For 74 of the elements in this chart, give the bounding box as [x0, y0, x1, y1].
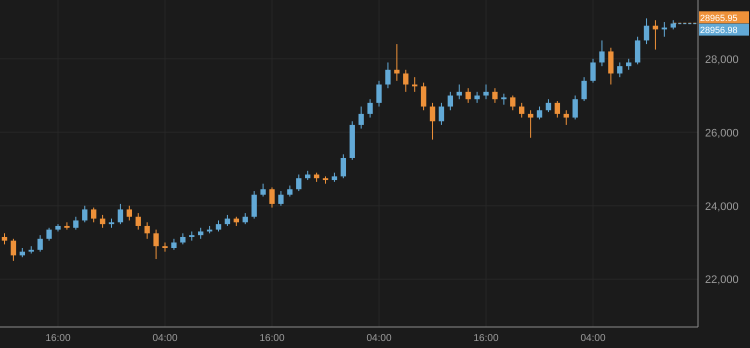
- candlestick: [626, 58, 632, 70]
- candlestick: [278, 190, 284, 206]
- candlestick: [581, 76, 587, 102]
- candlestick: [224, 214, 230, 226]
- candlestick: [242, 212, 248, 225]
- candlestick: [198, 227, 204, 240]
- candlestick: [385, 62, 391, 89]
- candlestick: [216, 220, 222, 232]
- candlestick: [126, 205, 132, 221]
- candlestick: [305, 170, 310, 181]
- candlestick: [180, 232, 186, 245]
- candlestick: [456, 84, 462, 100]
- candlestick: [144, 222, 150, 240]
- candlestick: [644, 18, 650, 45]
- candlestick: [394, 44, 400, 82]
- candlestick: [82, 205, 88, 223]
- candlestick: [634, 36, 640, 65]
- candlestick: [652, 20, 658, 50]
- candlestick: [287, 185, 293, 198]
- candlestick: [153, 229, 159, 260]
- ref-line-label: 28965.95: [700, 12, 738, 23]
- x-tick-label: 04:00: [366, 333, 392, 344]
- candlestick: [296, 174, 302, 192]
- candlestick: [100, 214, 106, 228]
- ref-line-label: 28956.98: [700, 25, 738, 36]
- candlestick: [189, 230, 194, 242]
- candlestick: [118, 203, 124, 225]
- candlestick: [314, 172, 320, 182]
- candlestick: [412, 76, 418, 92]
- candlestick: [162, 242, 168, 252]
- candlestick: [536, 106, 542, 120]
- candlestick: [90, 207, 96, 223]
- candlestick: [367, 98, 373, 118]
- candlestick: [376, 80, 382, 108]
- candlestick: [510, 95, 516, 111]
- candlestick: [252, 190, 257, 220]
- candlestick: [519, 102, 524, 118]
- candlestick: [340, 154, 346, 179]
- candlestick: [466, 88, 471, 104]
- candlestick: [403, 69, 408, 92]
- candlestick: [564, 110, 569, 126]
- y-tick-label: 28,000: [705, 54, 739, 66]
- candlestick: [73, 216, 79, 230]
- candlestick: [269, 186, 275, 208]
- x-tick-label: 16:00: [474, 333, 499, 344]
- x-tick-label: 04:00: [580, 333, 606, 344]
- candlestick: [260, 183, 266, 198]
- candlestick: [599, 40, 605, 67]
- candlestick: [430, 102, 436, 140]
- candlestick: [37, 234, 43, 252]
- candlestick: [474, 91, 480, 104]
- candlestick: [136, 212, 141, 230]
- candlestick: [590, 58, 596, 84]
- x-tick-label: 16:00: [45, 333, 71, 344]
- candlestick: [448, 91, 454, 111]
- candlestick: [554, 100, 560, 118]
- candlestick: [46, 227, 52, 242]
- candlestick: [572, 95, 578, 120]
- x-tick-label: 04:00: [152, 333, 178, 344]
- candlestick: [617, 62, 622, 78]
- candlestick: [420, 82, 426, 111]
- candlestick: [20, 248, 26, 258]
- candlestick: [528, 110, 534, 138]
- candlestick: [171, 238, 177, 250]
- y-tick-label: 24,000: [705, 200, 739, 213]
- candlestick: [10, 238, 16, 262]
- candlestick: [358, 106, 364, 130]
- candlestick: [608, 47, 614, 86]
- candlestick: [662, 22, 668, 38]
- y-tick-label: 26,000: [705, 127, 739, 140]
- candlestick: [438, 102, 444, 126]
- candlestick: [234, 216, 240, 226]
- y-tick-label: 22,000: [705, 274, 739, 286]
- x-tick-label: 16:00: [259, 333, 285, 344]
